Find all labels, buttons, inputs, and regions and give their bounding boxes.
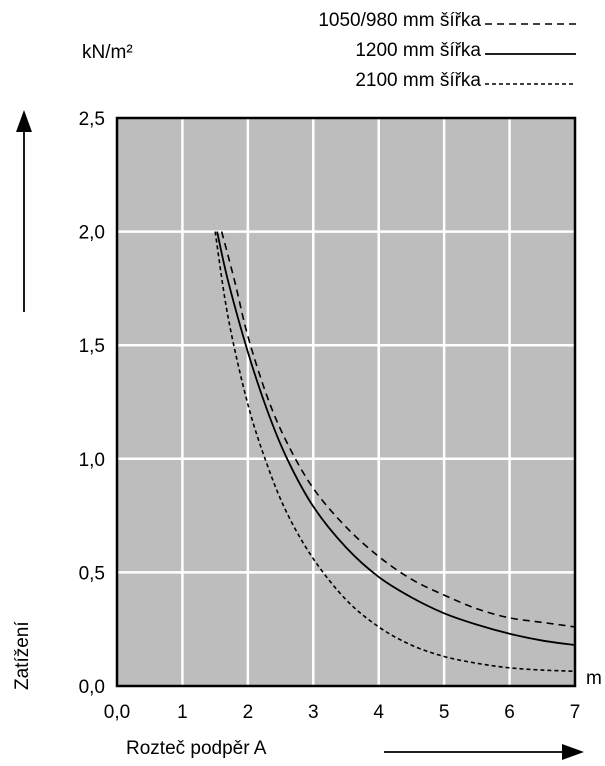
x-tick-label: 3 <box>308 702 319 723</box>
grid-lines <box>117 118 575 686</box>
legend-label-2100: 2100 mm šířka <box>355 70 481 91</box>
series-line-2 <box>214 231 576 673</box>
x-tick-label: 4 <box>373 702 384 723</box>
x-axis-unit: m <box>586 668 602 689</box>
x-tick-label: 1 <box>177 702 188 723</box>
x-tick-label: 2 <box>243 702 254 723</box>
y-tick-label: 1,0 <box>79 450 105 471</box>
plot-area <box>117 118 575 686</box>
x-tick-label: 7 <box>570 702 581 723</box>
x-tick-label: 0,0 <box>104 702 130 723</box>
series-line-0 <box>220 231 576 628</box>
x-axis-label: Rozteč podpěr A <box>126 738 267 759</box>
y-direction-arrow-icon <box>16 110 32 312</box>
y-tick-label: 0,5 <box>79 563 105 584</box>
series-layer <box>214 231 576 673</box>
legend-label-1200: 1200 mm šířka <box>355 40 481 61</box>
series-line-1 <box>216 231 576 646</box>
y-tick-label: 2,0 <box>79 223 105 244</box>
y-tick-label: 1,5 <box>79 336 105 357</box>
y-axis-label: Zatížení <box>12 621 33 690</box>
legend-line-samples <box>485 23 576 85</box>
legend-label-1050-980: 1050/980 mm šířka <box>318 10 481 31</box>
y-tick-label: 0,0 <box>79 677 105 698</box>
x-direction-arrow-icon <box>384 744 584 760</box>
x-tick-label: 5 <box>439 702 450 723</box>
y-axis-unit: kN/m² <box>82 42 133 63</box>
y-tick-label: 2,5 <box>79 109 105 130</box>
x-tick-labels: 0,0 1 2 3 4 5 6 7 <box>104 702 581 723</box>
plot-frame <box>115 116 577 688</box>
y-tick-labels: 0,0 0,5 1,0 1,5 2,0 2,5 <box>79 109 105 698</box>
x-tick-label: 6 <box>504 702 515 723</box>
